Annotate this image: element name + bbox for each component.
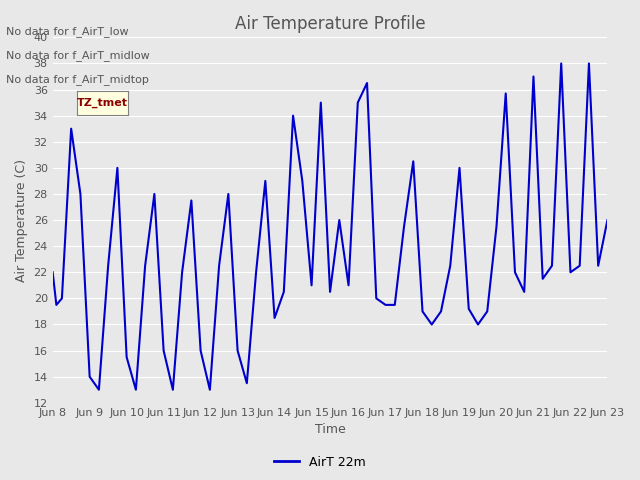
X-axis label: Time: Time bbox=[315, 423, 346, 436]
Title: Air Temperature Profile: Air Temperature Profile bbox=[235, 15, 426, 33]
Text: No data for f_AirT_midtop: No data for f_AirT_midtop bbox=[6, 73, 149, 84]
Legend: AirT 22m: AirT 22m bbox=[269, 451, 371, 474]
Text: No data for f_AirT_midlow: No data for f_AirT_midlow bbox=[6, 49, 150, 60]
Text: TZ_tmet: TZ_tmet bbox=[77, 98, 128, 108]
Y-axis label: Air Temperature (C): Air Temperature (C) bbox=[15, 158, 28, 282]
Text: No data for f_AirT_low: No data for f_AirT_low bbox=[6, 25, 129, 36]
